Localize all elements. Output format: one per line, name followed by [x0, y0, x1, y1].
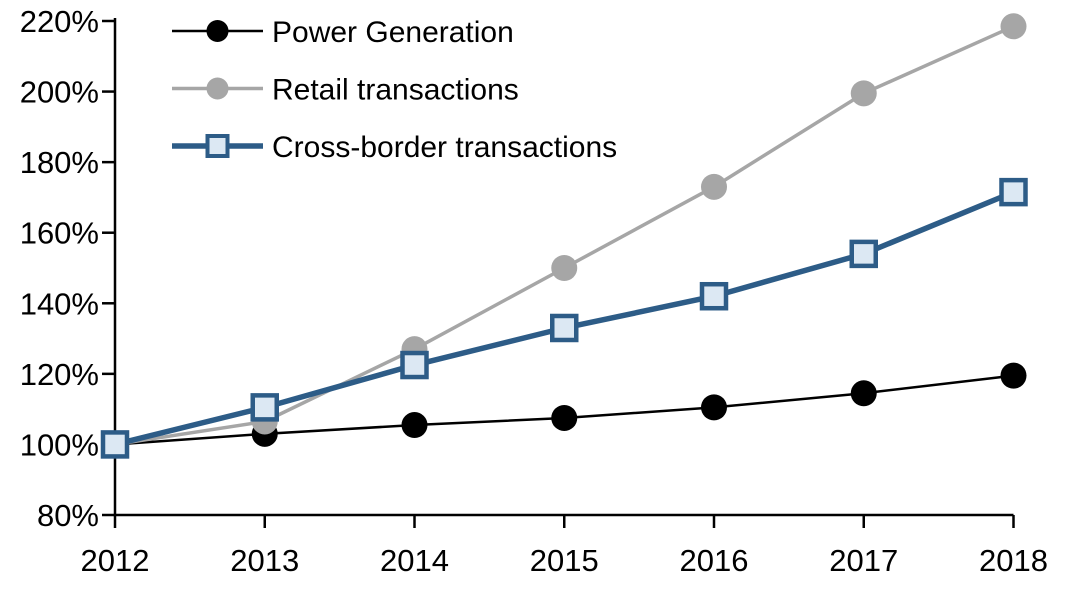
x-axis-tick-label: 2013: [230, 543, 299, 578]
legend-marker-icon-power-generation: [206, 20, 229, 42]
legend-item-label-power-generation: Power Generation: [272, 16, 514, 49]
data-point-power-generation-2017: [850, 380, 877, 407]
x-axis-tick-label: 2018: [979, 543, 1048, 578]
data-point-cross-border-transactions-2017: [849, 239, 878, 269]
legend-item-label-retail-transactions: Retail transactions: [272, 74, 519, 107]
legend-marker-icon-cross-border-transactions: [205, 134, 230, 158]
y-axis-tick-label: 200%: [20, 75, 99, 110]
data-point-cross-border-transactions-2018: [999, 177, 1028, 207]
data-point-retail-transactions-2015: [551, 255, 578, 281]
data-point-cross-border-transactions-2014: [400, 350, 429, 380]
data-point-cross-border-transactions-2015: [550, 313, 579, 343]
y-axis-tick-label: 100%: [20, 427, 99, 462]
legend-marker-icon-retail-transactions: [206, 77, 229, 100]
data-point-power-generation-2014: [401, 412, 428, 439]
y-axis-tick-label: 120%: [20, 357, 99, 392]
x-axis-tick-label: 2014: [380, 543, 449, 578]
x-axis-tick-label: 2017: [829, 543, 898, 578]
data-point-retail-transactions-2018: [1000, 13, 1027, 40]
data-point-retail-transactions-2017: [850, 80, 877, 107]
y-axis-tick-label: 160%: [20, 216, 99, 251]
x-axis-tick-label: 2012: [81, 543, 150, 578]
data-point-cross-border-transactions-2016: [699, 281, 729, 311]
y-axis-tick-label: 140%: [20, 286, 99, 321]
data-point-power-generation-2016: [701, 394, 727, 421]
y-axis-tick-label: 80%: [37, 498, 99, 533]
data-point-power-generation-2015: [551, 404, 578, 431]
data-point-retail-transactions-2016: [701, 173, 727, 200]
y-axis-tick-label: 220%: [20, 4, 99, 39]
data-point-cross-border-transactions-2012: [100, 430, 130, 459]
x-axis-tick-label: 2015: [530, 543, 599, 578]
legend-item-label-cross-border-transactions: Cross-border transactions: [272, 131, 617, 164]
x-axis-tick-label: 2016: [680, 543, 749, 578]
y-axis-tick-label: 180%: [20, 145, 99, 180]
data-point-power-generation-2018: [1000, 362, 1027, 389]
data-point-cross-border-transactions-2013: [250, 393, 279, 422]
